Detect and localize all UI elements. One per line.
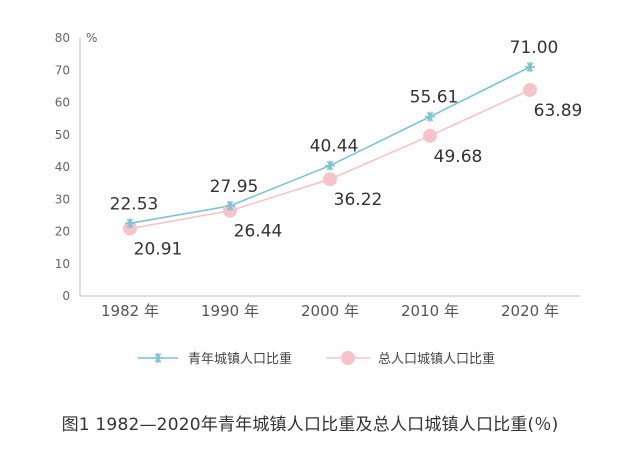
data-point-youth-urban xyxy=(225,200,235,211)
legend-label-total-urban: 总人口城镇人口比重 xyxy=(378,351,495,367)
y-tick-label: 70 xyxy=(55,63,70,77)
data-label-youth-urban: 27.95 xyxy=(210,177,259,197)
legend-marker-youth-urban xyxy=(153,353,163,363)
y-tick-label: 0 xyxy=(62,289,70,303)
x-tick-label: 2020 年 xyxy=(501,302,559,320)
data-point-total-urban xyxy=(123,221,137,236)
figure-caption: 图1 1982—2020年青年城镇人口比重及总人口城镇人口比重(％) xyxy=(61,415,559,435)
x-tick-label: 2010 年 xyxy=(401,302,459,320)
y-tick-label: 50 xyxy=(55,128,70,142)
series-lines: 22.53 27.95 40.44 55.61 71.00 20.91 26.44 36.22… xyxy=(110,38,583,260)
data-label-total-urban: 36.22 xyxy=(334,190,383,210)
legend-marker-total-urban xyxy=(341,351,355,365)
data-label-total-urban: 20.91 xyxy=(134,240,183,260)
data-label-total-urban: 63.89 xyxy=(534,101,583,121)
y-tick-label: 60 xyxy=(55,96,70,110)
data-label-total-urban: 26.44 xyxy=(234,222,283,242)
x-tick-label: 1982 年 xyxy=(101,302,159,320)
data-label-youth-urban: 55.61 xyxy=(410,88,459,108)
chart-axes: 0 10 20 30 40 50 60 70 80 % 1982 年 1990 年 2000 年 2010… xyxy=(55,31,580,320)
data-point-youth-urban xyxy=(325,160,335,171)
data-point-total-urban xyxy=(423,128,437,143)
data-point-youth-urban xyxy=(125,218,135,229)
x-tick-label: 1990 年 xyxy=(201,302,259,320)
data-point-youth-urban xyxy=(425,111,435,122)
y-tick-label: 30 xyxy=(55,192,70,206)
y-axis-unit: % xyxy=(86,31,97,45)
y-tick-label: 10 xyxy=(55,257,70,271)
line-chart: 0 10 20 30 40 50 60 70 80 % 1982 年 1990 年 2000 年 2010… xyxy=(55,31,583,367)
y-tick-label: 80 xyxy=(55,31,70,45)
data-label-youth-urban: 71.00 xyxy=(510,38,559,58)
data-label-youth-urban: 22.53 xyxy=(110,194,159,214)
data-point-youth-urban xyxy=(525,62,535,73)
x-tick-label: 2000 年 xyxy=(301,302,359,320)
data-label-total-urban: 49.68 xyxy=(434,147,483,167)
y-tick-label: 40 xyxy=(55,160,70,174)
y-tick-label: 20 xyxy=(55,225,70,239)
chart-legend: 青年城镇人口比重 总人口城镇人口比重 xyxy=(138,351,495,367)
data-point-total-urban xyxy=(523,82,537,97)
data-label-youth-urban: 40.44 xyxy=(310,137,359,157)
data-point-total-urban xyxy=(323,172,337,187)
legend-label-youth-urban: 青年城镇人口比重 xyxy=(188,351,292,367)
